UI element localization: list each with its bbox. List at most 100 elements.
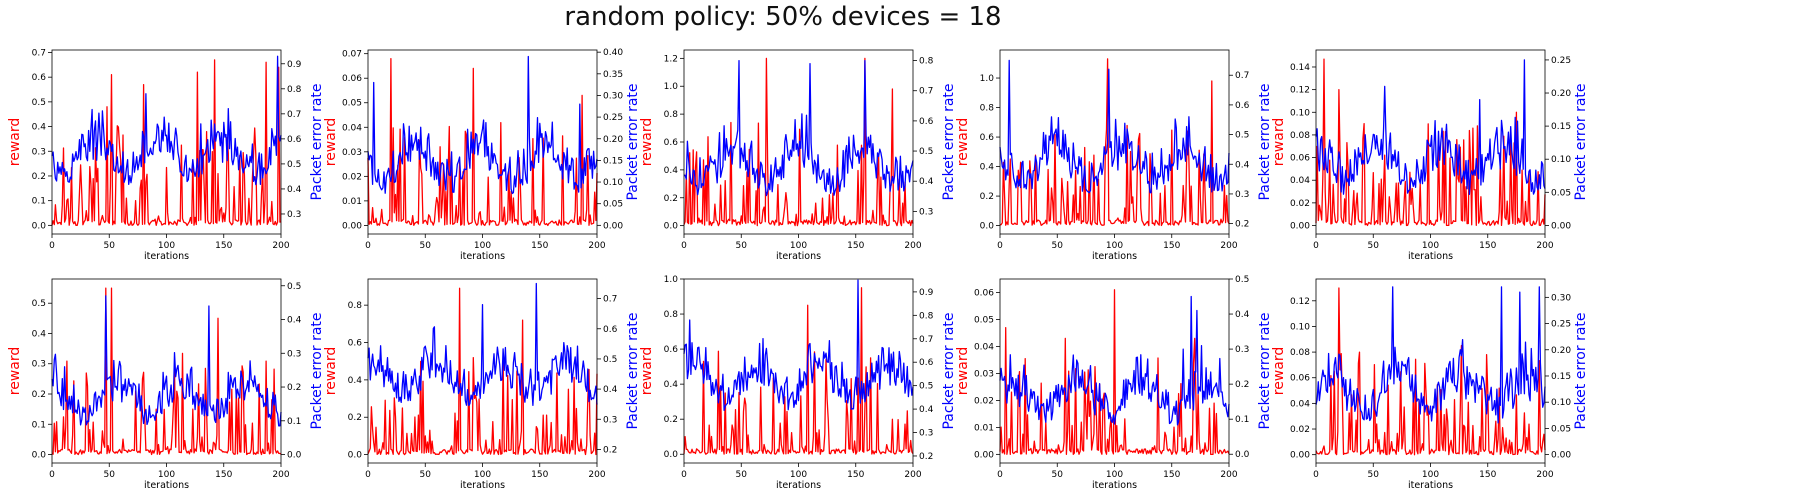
x-tick-label: 200 (1220, 241, 1237, 251)
subplot-6: 0 50 100 150 200 0.0 0.1 0.2 0.3 0.4 0.5 0.0 0.1 0.2 0… (7, 278, 325, 491)
y2-tick-label: 0.0 (287, 451, 302, 461)
x-tick-label: 200 (1220, 470, 1237, 480)
y-tick-label: 0.00 (342, 221, 362, 231)
per-line-7 (367, 282, 598, 407)
reward-line-2 (367, 57, 598, 227)
y2-tick-label: 0.8 (919, 311, 934, 321)
x-tick-label: 0 (49, 241, 55, 251)
y2-tick-label: 0.15 (603, 156, 623, 166)
y2-tick-label: 0.25 (1551, 56, 1571, 66)
y-tick-label: 0.01 (342, 197, 362, 207)
x-tick-label: 0 (1313, 470, 1319, 480)
per-line-3 (683, 59, 914, 197)
x-tick-label: 100 (1106, 241, 1123, 251)
x-tick-label: 0 (1313, 241, 1319, 251)
y-tick-label: 0.05 (974, 315, 994, 325)
y2-tick-label: 0.1 (1235, 415, 1249, 425)
y-tick-label: 0.03 (342, 148, 362, 158)
y2-tick-label: 0.6 (919, 358, 934, 368)
y2-tick-label: 0.30 (603, 91, 623, 101)
y-tick-label: 0.02 (1290, 199, 1310, 209)
x-axis-label: iterations (460, 480, 505, 491)
y-tick-label: 1.0 (980, 74, 995, 84)
y2-tick-label: 0.4 (1235, 160, 1250, 170)
y2-tick-label: 0.2 (1235, 380, 1249, 390)
reward-line-3 (683, 57, 914, 227)
y2-tick-label: 0.20 (603, 135, 623, 145)
subplot-1: 0 50 100 150 200 0.0 0.1 0.2 0.3 0.4 0.5 0.6 0.7 0.3 0… (7, 48, 325, 262)
y-tick-label: 0.6 (980, 133, 995, 143)
y2-axis-label: Packet error rate (309, 312, 325, 429)
y-tick-label: 0.06 (974, 288, 994, 298)
x-tick-label: 50 (1052, 241, 1064, 251)
x-tick-label: 50 (736, 241, 748, 251)
y2-tick-label: 0.20 (1551, 89, 1571, 99)
x-axis-label: iterations (776, 480, 821, 491)
y2-tick-label: 0.4 (919, 405, 934, 415)
reward-line-8 (683, 287, 914, 455)
y-tick-label: 0.0 (664, 222, 679, 232)
y-axis-label: reward (639, 347, 655, 396)
x-axis-label: iterations (1092, 480, 1137, 491)
y-tick-label: 0.1 (32, 420, 46, 430)
reward-line-1 (51, 59, 282, 227)
x-tick-label: 200 (272, 241, 289, 251)
y2-tick-label: 0.3 (287, 210, 301, 220)
y-tick-label: 0.05 (342, 99, 362, 109)
reward-line-7 (367, 287, 598, 456)
y2-tick-label: 0.5 (1235, 275, 1249, 285)
x-tick-label: 50 (420, 241, 432, 251)
x-tick-label: 100 (1106, 470, 1123, 480)
y2-axis-label: Packet error rate (309, 83, 325, 200)
y-tick-label: 0.4 (32, 329, 47, 339)
subplot-8: 0 50 100 150 200 0.0 0.2 0.4 0.6 0.8 1.0 0.2 0.3 0.4 0… (639, 275, 957, 491)
subplot-4: 0 50 100 150 200 0.0 0.2 0.4 0.6 0.8 1.0 0.2 0.3 0.4 0… (955, 49, 1273, 262)
y-tick-label: 0.02 (974, 396, 994, 406)
y-axis-label: reward (1271, 347, 1287, 396)
reward-line-4 (999, 58, 1230, 227)
y2-tick-label: 0.20 (1551, 346, 1571, 356)
y2-tick-label: 0.05 (603, 200, 623, 210)
y2-tick-label: 0.7 (1235, 71, 1249, 81)
y2-axis-label: Packet error rate (1573, 312, 1589, 429)
y-tick-label: 0.0 (980, 222, 995, 232)
y2-tick-label: 0.00 (1551, 451, 1571, 461)
x-tick-label: 150 (1163, 241, 1180, 251)
y-tick-label: 0.01 (974, 423, 994, 433)
y-tick-label: 0.2 (32, 172, 46, 182)
y2-tick-label: 0.3 (919, 429, 933, 439)
y-tick-label: 0.2 (980, 192, 994, 202)
y2-tick-label: 0.5 (919, 382, 933, 392)
y-tick-label: 0.0 (664, 450, 679, 460)
figure-title: random policy: 50% devices = 18 (564, 2, 1002, 32)
y-tick-label: 0.06 (342, 74, 362, 84)
y-tick-label: 0.03 (974, 369, 994, 379)
y-tick-label: 0.8 (664, 110, 679, 120)
x-tick-label: 100 (474, 470, 491, 480)
y-tick-label: 0.04 (974, 342, 994, 352)
y2-tick-label: 0.0 (1235, 450, 1250, 460)
subplot-2: 0 50 100 150 200 0.00 0.01 0.02 0.03 0.04 0.05 0.06… (323, 48, 641, 262)
y-tick-label: 0.4 (32, 123, 47, 133)
y2-tick-label: 0.5 (287, 160, 301, 170)
y2-axis-label: Packet error rate (941, 83, 957, 200)
y2-tick-label: 0.4 (1235, 310, 1250, 320)
x-tick-label: 0 (681, 470, 687, 480)
y-tick-label: 0.0 (32, 451, 47, 461)
x-tick-label: 50 (420, 470, 432, 480)
y-tick-label: 0.00 (1290, 222, 1310, 232)
y-tick-label: 0.06 (1290, 374, 1310, 384)
x-axis-label: iterations (460, 251, 505, 262)
x-tick-label: 50 (104, 470, 116, 480)
y-tick-label: 0.07 (342, 50, 362, 60)
x-tick-label: 150 (1479, 241, 1496, 251)
y-tick-label: 0.0 (32, 221, 47, 231)
y-tick-label: 0.10 (1290, 108, 1310, 118)
y2-tick-label: 0.8 (919, 57, 934, 67)
subplot-7: 0 50 100 150 200 0.0 0.2 0.4 0.6 0.8 0.2 0.3 0.4 0.5 0… (323, 278, 641, 491)
x-tick-label: 100 (790, 241, 807, 251)
subplot-9: 0 50 100 150 200 0.00 0.01 0.02 0.03 0.04 0.05 0.06… (955, 275, 1273, 491)
y2-tick-label: 0.6 (603, 325, 618, 335)
y-axis-label: reward (955, 347, 971, 396)
y2-tick-label: 0.6 (1235, 101, 1250, 111)
